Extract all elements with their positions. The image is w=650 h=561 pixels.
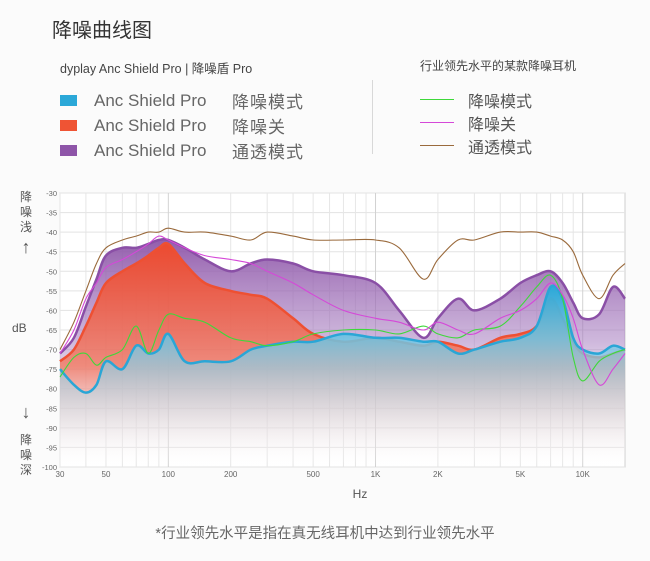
series-area-outline [59,284,626,394]
x-tick-label: 5K [515,470,525,479]
x-tick-labels: 30 50 100 200 500 1K 2K 5K 10K [56,470,591,479]
legend-divider [372,80,373,154]
chart-title: 降噪曲线图 [52,20,152,42]
y-tick-label: -55 [46,287,57,296]
y-tick-label: -95 [46,443,57,452]
y-tick-label: -60 [46,306,57,315]
footnote: *行业领先水平是指在真无线耳机中达到行业领先水平 [155,526,495,542]
arrow-down-icon: ↓ [21,402,31,422]
x-tick-label: 2K [433,470,443,479]
arrow-up-icon: ↑ [21,237,31,257]
legend-competitor: 降噪模式 降噪关 通透模式 [420,88,532,157]
legend-item-competitor-off: 降噪关 [420,111,532,134]
legend-item-competitor-anc: 降噪模式 [420,88,532,111]
legend-name: Anc Shield Pro [94,140,207,160]
x-tick-label: 50 [102,470,111,479]
legend-swatch-purple [60,145,77,156]
legend-line-magenta [420,122,454,123]
series-area-fill [60,285,625,467]
x-axis-label: Hz [352,487,368,501]
legend-name: Anc Shield Pro [94,90,207,110]
x-tick-label: 500 [306,470,320,479]
y-tick-label: -65 [46,326,57,335]
y-tick-label: -90 [46,424,57,433]
series-line [59,274,626,382]
legend-label: 通透模式 [468,139,533,157]
y-tick-label: -45 [46,248,57,257]
legend-label: 降噪关 [468,116,517,134]
legend-label: 降噪模式 [468,93,533,111]
legend-mode: 降噪模式 [232,93,304,112]
y-tick-label: -40 [46,228,57,237]
legend-name: Anc Shield Pro [94,115,207,135]
legend-item-competitor-transparency: 通透模式 [420,134,532,157]
shallow-label: 降噪浅 [19,190,32,234]
legend-mode: 降噪关 [232,118,286,137]
y-tick-label: -30 [46,189,57,198]
competitor-legend-title: 行业领先水平的某款降噪耳机 [420,59,577,73]
legend-swatch-red [60,120,77,131]
x-tick-label: 100 [162,470,176,479]
x-tick-label: 10K [576,470,591,479]
y-tick-label: -70 [46,346,57,355]
legend-mode: 通透模式 [232,143,304,162]
y-tick-label: -50 [46,267,57,276]
legend-item-transparency: Anc Shield Pro 通透模式 [60,138,304,163]
y-tick-label: -75 [46,365,57,374]
y-axis-label: dB [12,321,27,335]
series-line [59,235,626,386]
series-line [59,227,626,350]
series-lines [59,227,626,386]
product-subtitle: dyplay Anc Shield Pro | 降噪盾 Pro [60,62,253,76]
y-tick-labels: -30 -35 -40 -45 -50 -55 -60 -65 -70 -75 -80 -85 -90 -… [42,189,57,472]
x-tick-label: 1K [371,470,381,479]
legend-swatch-blue [60,95,77,106]
legend-item-anc-off: Anc Shield Pro 降噪关 [60,113,304,138]
series-areas [59,237,626,467]
y-tick-label: -85 [46,404,57,413]
deep-label: 降噪深 [19,433,32,477]
y-tick-label: -80 [46,385,57,394]
legend-product: Anc Shield Pro 降噪模式 Anc Shield Pro 降噪关 A… [60,88,304,163]
y-tick-label: -100 [42,463,57,472]
legend-line-brown [420,145,454,146]
x-tick-label: 30 [56,470,65,479]
x-tick-label: 200 [224,470,238,479]
series-area-outline [59,237,626,355]
legend-item-anc-mode: Anc Shield Pro 降噪模式 [60,88,304,113]
legend-line-green [420,99,454,100]
y-tick-label: -35 [46,209,57,218]
